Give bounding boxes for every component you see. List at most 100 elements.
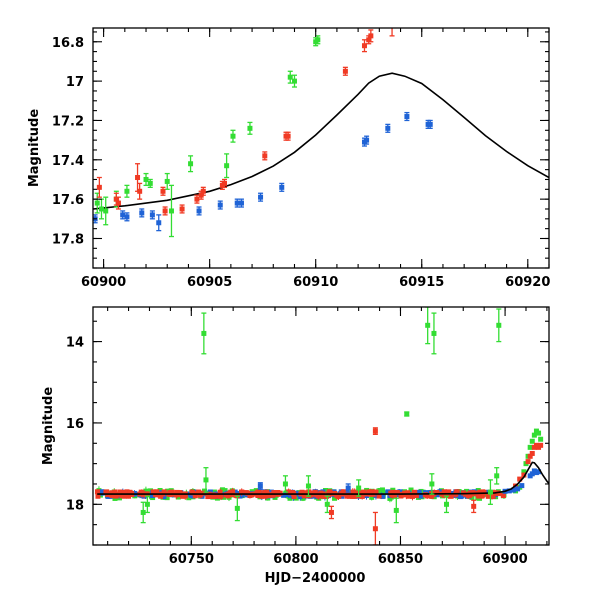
blue-rise-point [506, 488, 512, 494]
green-baseline-point [381, 490, 387, 496]
blue-baseline-point [418, 493, 424, 499]
red-baseline-point [316, 493, 322, 499]
green-series-point [305, 483, 311, 489]
red-baseline-point [150, 489, 156, 495]
red-series-point [200, 188, 206, 194]
blue-series-point [120, 212, 126, 218]
red-baseline-point [373, 489, 379, 495]
red-baseline-point [394, 490, 400, 496]
blue-series-point [427, 121, 433, 127]
blue-series-point [156, 220, 162, 226]
red-baseline-point [156, 492, 162, 498]
red-series-point [113, 196, 119, 202]
y-tick-label: 17.8 [52, 232, 84, 247]
green-rise-point [527, 444, 533, 450]
top-panel-frame [92, 27, 550, 269]
red-baseline-point [154, 489, 160, 495]
green-series-point [487, 489, 493, 495]
red-baseline-point [122, 489, 128, 495]
red-series-point [366, 37, 372, 43]
blue-series-point [364, 137, 370, 143]
red-baseline-point [113, 493, 119, 499]
red-series-point [194, 196, 200, 202]
green-series-point [429, 481, 435, 487]
blue-rise-point [536, 469, 542, 475]
green-baseline-point [186, 495, 192, 501]
green-series-point [324, 501, 330, 507]
blue-baseline-point [373, 492, 379, 498]
red-baseline-point [189, 489, 195, 495]
green-series-point [287, 74, 293, 80]
red-baseline-point [263, 493, 269, 499]
red-baseline-point [392, 493, 398, 499]
red-baseline-point [398, 492, 404, 498]
red-baseline-point [264, 490, 270, 496]
red-baseline-point [255, 489, 261, 495]
blue-baseline-point [459, 493, 465, 499]
green-series-point [124, 188, 130, 194]
x-axis-title: HJD−2400000 [265, 571, 366, 586]
green-baseline-point [222, 488, 228, 494]
bottom-panel-frame [92, 306, 550, 546]
red-baseline-point [434, 489, 440, 495]
red-series-point [285, 133, 291, 139]
red-baseline-point [109, 490, 115, 496]
red-baseline-point [448, 493, 454, 499]
green-rise-point [521, 469, 527, 475]
red-baseline-point [182, 493, 188, 499]
red-baseline-point [255, 493, 261, 499]
red-series-point [328, 509, 334, 515]
red-baseline-point [291, 494, 297, 500]
red-baseline-point [359, 493, 365, 499]
green-rise-point [529, 438, 535, 444]
x-tick-label: 60900 [482, 552, 527, 567]
red-baseline-point [411, 489, 417, 495]
green-series-point [144, 501, 150, 507]
green-series-point [143, 176, 149, 182]
red-baseline-point [367, 489, 373, 495]
red-baseline-point [197, 492, 203, 498]
blue-series-point [196, 208, 202, 214]
red-baseline-point [376, 493, 382, 499]
red-baseline-point [388, 490, 394, 496]
red-baseline-point [308, 490, 314, 496]
blue-rise-point [515, 486, 521, 492]
red-series-point [221, 180, 227, 186]
green-series-point [168, 208, 174, 214]
y-tick-label: 14 [66, 336, 84, 351]
green-series-point [291, 78, 297, 84]
red-baseline-point [180, 493, 186, 499]
green-baseline-point [332, 495, 338, 501]
red-series-point [361, 43, 367, 49]
green-rise-point [538, 436, 544, 442]
green-series-point [103, 208, 109, 214]
blue-series-point [404, 114, 410, 120]
green-series-point [203, 477, 209, 483]
red-rise-point [517, 476, 523, 482]
red-series-point [160, 188, 166, 194]
blue-series-point [234, 200, 240, 206]
red-baseline-point [271, 490, 277, 496]
blue-baseline-point [149, 493, 155, 499]
blue-series-point [139, 210, 145, 216]
green-series-point [404, 411, 410, 417]
green-series-point [140, 509, 146, 515]
red-baseline-point [205, 494, 211, 500]
red-baseline-point [441, 492, 447, 498]
green-series-point [496, 322, 502, 328]
red-baseline-point [466, 493, 472, 499]
model-curve-line [93, 72, 549, 210]
green-series-point [431, 330, 437, 336]
red-baseline-point [454, 489, 460, 495]
red-baseline-point [138, 489, 144, 495]
green-rise-point [531, 432, 537, 438]
x-tick-label: 60850 [378, 552, 423, 567]
red-baseline-point [408, 493, 414, 499]
red-baseline-point [391, 489, 397, 495]
blue-series-point [149, 212, 155, 218]
red-rise-point [521, 472, 527, 478]
red-baseline-point [239, 489, 245, 495]
red-baseline-point [429, 493, 435, 499]
x-tick-label: 60800 [273, 552, 318, 567]
